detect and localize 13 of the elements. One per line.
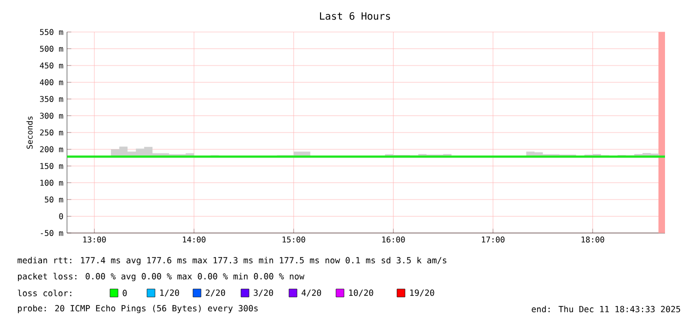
- text: 1/20: [160, 289, 180, 297]
- text: 19/20: [410, 289, 434, 297]
- text: 0: [122, 290, 127, 296]
- text: loss color:: [18, 290, 72, 296]
- text: 4/20: [302, 289, 322, 297]
- text: 10/20: [349, 289, 374, 297]
- text: end: Thu Dec 11 18:43:33 2025: [532, 306, 680, 312]
- text: median rtt: 177.4 ms avg 177.6 ms max 177.3 ms min 177.5 ms now 0.1 ms sd 3.5 k am/s: [18, 256, 446, 266]
- text: 2/20: [206, 289, 226, 297]
- text: probe: 20 ICMP Echo Pings (56 Bytes) every 300s: [18, 304, 258, 314]
- chart-title: Last 6 Hours: [320, 12, 390, 20]
- text: packet loss: 0.00 % avg 0.00 % max 0.00 % min 0.00 % now: [18, 272, 304, 282]
- text: 3/20: [254, 289, 274, 297]
